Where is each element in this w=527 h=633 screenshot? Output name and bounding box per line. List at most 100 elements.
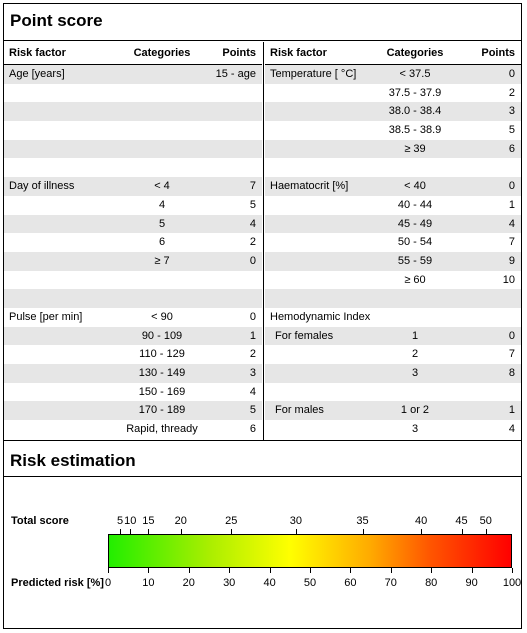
header-points: Points xyxy=(481,47,515,59)
table-row: 130 - 149 3 xyxy=(4,364,262,383)
row-category: 6 xyxy=(158,236,166,249)
row-points: 7 xyxy=(508,348,515,361)
risk-tick-label: 0 xyxy=(104,577,112,589)
table-row: 38.0 - 38.4 3 xyxy=(265,102,521,122)
divider-middle xyxy=(3,440,522,441)
table-row xyxy=(4,121,262,140)
row-points: 1 xyxy=(508,198,515,211)
row-category: < 90 xyxy=(151,310,173,323)
point-score-title: Point score xyxy=(10,11,103,30)
row-category: ≥ 7 xyxy=(154,254,170,267)
row-points: 1 xyxy=(508,404,515,417)
row-category: 38.5 - 38.9 xyxy=(388,124,442,137)
row-category: 3 xyxy=(411,423,419,436)
table-row: 50 - 54 7 xyxy=(265,233,521,252)
row-points: 2 xyxy=(508,86,515,99)
row-risk-factor: Day of illness xyxy=(9,180,75,193)
risk-tick-mark xyxy=(512,568,513,573)
table-row: Pulse [per min] < 90 0 xyxy=(4,308,262,327)
header-points: Points xyxy=(222,47,256,59)
column-divider xyxy=(263,42,264,440)
divider-top xyxy=(3,40,522,41)
score-tick-label: 50 xyxy=(479,515,492,527)
table-row: 37.5 - 37.9 2 xyxy=(265,84,521,103)
row-category: 130 - 149 xyxy=(138,367,186,379)
row-category: 38.0 - 38.4 xyxy=(388,105,442,118)
card-frame xyxy=(3,3,522,629)
table-row xyxy=(4,289,262,308)
score-tick-mark xyxy=(421,529,423,534)
row-category: 150 - 169 xyxy=(138,385,186,398)
risk-tick-label: 30 xyxy=(223,577,236,589)
score-tick-label: 25 xyxy=(225,515,238,527)
table-row xyxy=(4,158,262,177)
row-category: Rapid, thready xyxy=(126,423,198,436)
row-risk-factor: Pulse [per min] xyxy=(9,310,83,323)
score-tick-label: 10 xyxy=(124,515,137,527)
header-risk-factor: Risk factor xyxy=(270,47,327,59)
risk-tick-mark xyxy=(310,568,311,573)
score-tick-mark xyxy=(120,529,122,534)
score-tick-mark xyxy=(295,529,297,534)
row-category: 45 - 49 xyxy=(397,217,433,230)
risk-tick-mark xyxy=(431,568,433,573)
risk-tick-label: 90 xyxy=(465,577,478,589)
row-points: 4 xyxy=(249,385,256,398)
risk-tick-label: 60 xyxy=(344,577,357,589)
total-score-label: Total score xyxy=(11,515,69,527)
header-categories: Categories xyxy=(133,47,191,59)
row-points: 2 xyxy=(249,348,256,361)
table-row xyxy=(265,289,521,308)
table-row: 40 - 44 1 xyxy=(265,196,521,215)
row-risk-factor: For females xyxy=(275,329,334,342)
row-category: 4 xyxy=(158,198,166,211)
row-points: 7 xyxy=(508,236,515,249)
table-row: For males 1 or 2 1 xyxy=(265,401,521,421)
score-tick-mark xyxy=(461,529,463,534)
row-category: 90 - 109 xyxy=(141,329,183,342)
table-row xyxy=(4,271,262,290)
row-category: 170 - 189 xyxy=(138,404,186,417)
row-category: 50 - 54 xyxy=(397,236,433,249)
right-table: Risk factor Categories Points Temperatur… xyxy=(265,42,521,439)
table-row: Rapid, thready 6 xyxy=(4,420,262,439)
risk-color-bar xyxy=(108,534,512,568)
score-tick-label: 35 xyxy=(356,515,369,527)
row-risk-factor: Haematocrit [%] xyxy=(270,180,349,193)
table-row: 110 - 129 2 xyxy=(4,345,262,364)
table-row: ≥ 7 0 xyxy=(4,251,262,271)
row-points: 9 xyxy=(508,254,515,267)
table-row xyxy=(4,139,262,159)
table-row: 90 - 109 1 xyxy=(4,326,262,346)
row-points: 6 xyxy=(249,423,256,436)
row-points: 0 xyxy=(508,180,515,193)
left-table: Risk factor Categories Points Age [years… xyxy=(4,42,262,439)
risk-tick-mark xyxy=(390,568,392,573)
score-tick-label: 40 xyxy=(414,515,428,527)
left-table-header: Risk factor Categories Points xyxy=(4,42,262,65)
score-tick-mark xyxy=(362,529,364,534)
score-tick-mark xyxy=(148,529,150,534)
row-points: 15 - age xyxy=(215,68,256,80)
table-row: ≥ 39 6 xyxy=(265,139,521,159)
row-points: 0 xyxy=(249,254,256,267)
risk-tick-mark xyxy=(471,568,473,573)
row-points: 4 xyxy=(508,423,515,436)
row-points: 8 xyxy=(508,367,515,379)
row-points: 0 xyxy=(508,329,515,342)
predicted-risk-label: Predicted risk [%] xyxy=(11,577,104,589)
risk-tick-mark xyxy=(108,568,109,573)
table-row: Haematocrit [%] < 40 0 xyxy=(265,177,521,196)
risk-tick-label: 40 xyxy=(263,577,276,589)
score-tick-label: 5 xyxy=(117,515,124,527)
row-points: 5 xyxy=(249,404,256,417)
risk-tick-label: 20 xyxy=(182,577,195,589)
row-category: 1 xyxy=(411,329,419,342)
row-points: 5 xyxy=(508,124,515,137)
